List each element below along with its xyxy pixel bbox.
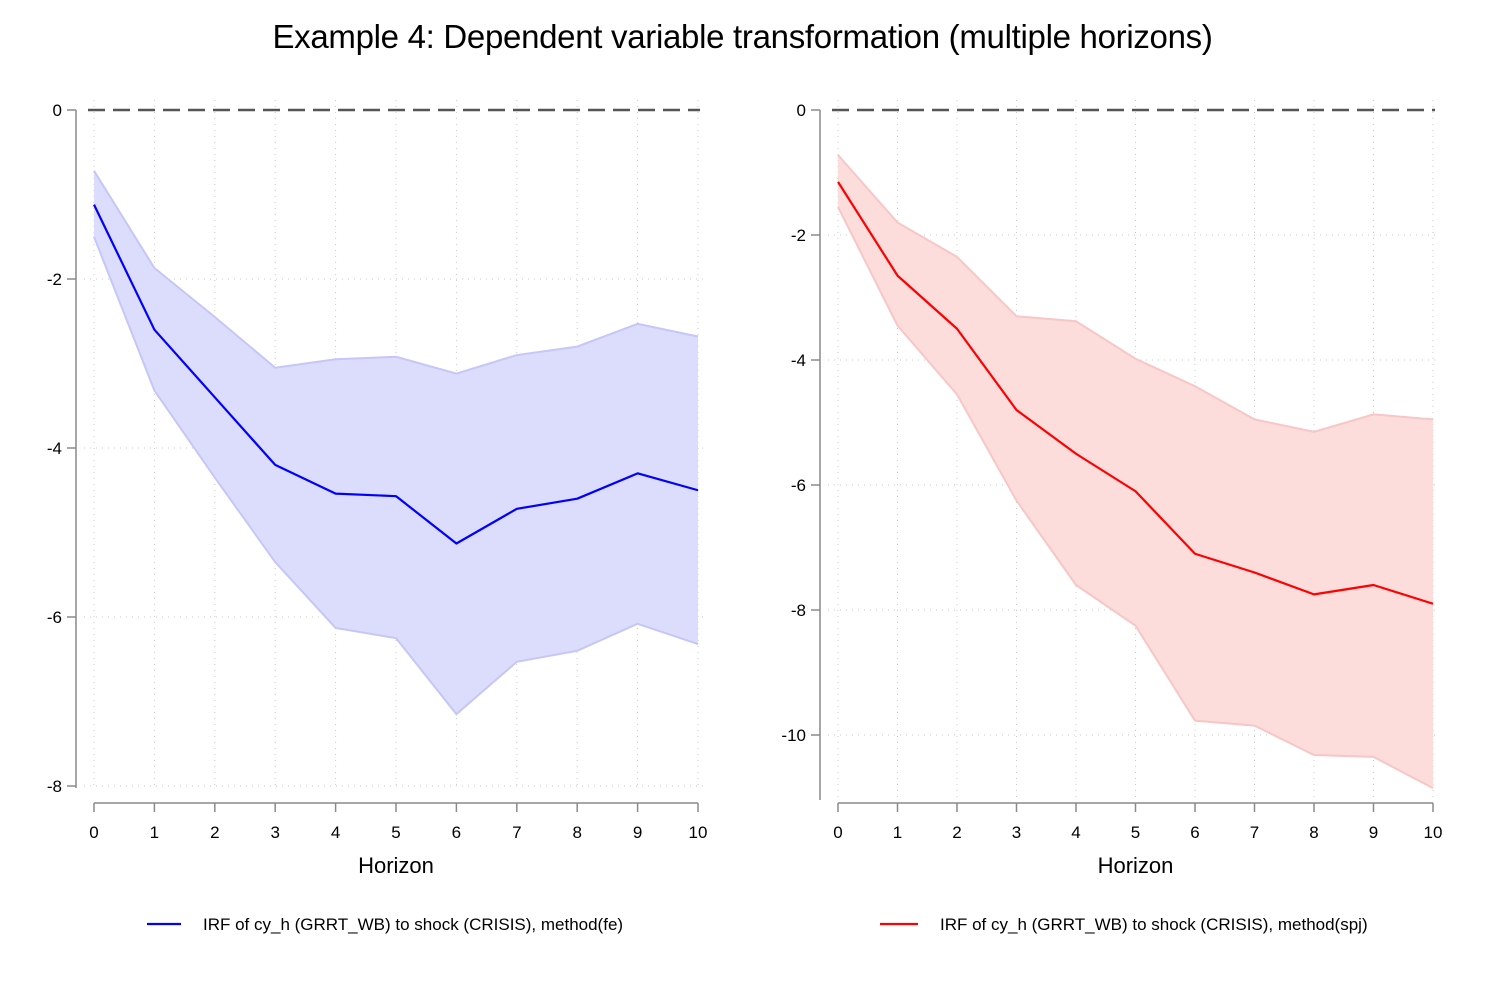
band-lower-edge [93, 236, 699, 716]
x-tick-label: 0 [833, 823, 842, 842]
x-tick-label: 0 [89, 823, 98, 842]
y-tick-label: -8 [47, 777, 62, 796]
legend-label: IRF of cy_h (GRRT_WB) to shock (CRISIS),… [203, 915, 623, 934]
y-tick-label: -10 [781, 726, 806, 745]
x-tick-label: 9 [633, 823, 642, 842]
x-tick-label: 10 [689, 823, 708, 842]
band-upper-edge [837, 154, 1434, 433]
x-tick-label: 8 [572, 823, 581, 842]
x-tick-label: 7 [512, 823, 521, 842]
x-tick-label: 5 [391, 823, 400, 842]
x-axis-title: Horizon [358, 853, 434, 878]
y-tick-label: -6 [791, 476, 806, 495]
y-tick-label: -6 [47, 608, 62, 627]
panel-right: 0 -2 -4 -6 -8 -10 0 1 2 3 4 5 6 7 8 9 10 Horizon IRF of cy… [781, 100, 1442, 934]
x-tick-label: 10 [1424, 823, 1443, 842]
y-tick-label: 0 [53, 101, 62, 120]
y-tick-label: -4 [47, 439, 62, 458]
chart-title: Example 4: Dependent variable transforma… [272, 18, 1213, 55]
legend-label: IRF of cy_h (GRRT_WB) to shock (CRISIS),… [940, 915, 1368, 934]
x-tick-label: 9 [1369, 823, 1378, 842]
y-tick-label: -8 [791, 601, 806, 620]
y-tick-label: -4 [791, 351, 806, 370]
x-tick-label: 2 [952, 823, 961, 842]
x-tick-label: 5 [1131, 823, 1140, 842]
x-tick-label: 1 [150, 823, 159, 842]
x-tick-label: 1 [893, 823, 902, 842]
y-tick-label: -2 [47, 270, 62, 289]
y-tick-label: 0 [797, 101, 806, 120]
band-lower-edge [837, 206, 1434, 790]
x-tick-label: 2 [210, 823, 219, 842]
band-upper-edge [93, 170, 699, 375]
x-tick-label: 7 [1250, 823, 1259, 842]
x-axis-title: Horizon [1098, 853, 1174, 878]
confidence-band [94, 170, 698, 715]
confidence-band [838, 155, 1433, 789]
x-tick-label: 4 [331, 823, 340, 842]
x-tick-label: 4 [1071, 823, 1080, 842]
x-tick-label: 3 [270, 823, 279, 842]
panel-left: 0 -2 -4 -6 -8 0 1 2 3 4 5 6 7 8 9 10 Horizon IRF of cy_h … [47, 100, 708, 934]
y-tick-label: -2 [791, 226, 806, 245]
x-tick-label: 3 [1012, 823, 1021, 842]
x-tick-label: 6 [452, 823, 461, 842]
x-tick-label: 8 [1309, 823, 1318, 842]
x-tick-label: 6 [1190, 823, 1199, 842]
